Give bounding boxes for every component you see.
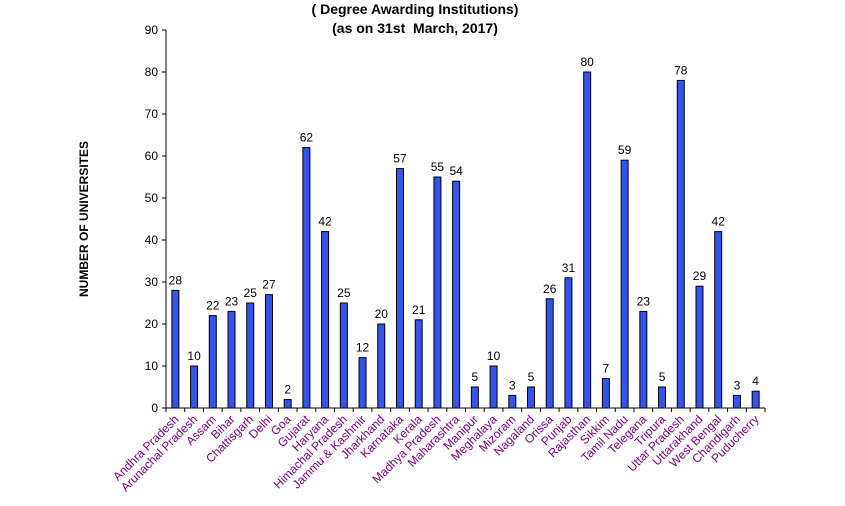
data-label: 59 [618,143,632,157]
data-label: 62 [300,131,314,145]
y-tick-label: 60 [145,149,159,163]
bar [264,294,273,409]
data-label: 25 [244,286,258,300]
bar [583,71,592,409]
bar [695,285,704,409]
data-label: 57 [393,152,407,166]
bar [433,176,442,409]
data-label: 55 [431,160,445,174]
y-tick-label: 50 [145,191,159,205]
bar [564,277,573,409]
data-label: 5 [472,370,479,384]
y-tick-label: 30 [145,275,159,289]
data-label: 22 [206,299,220,313]
bar [508,394,517,409]
y-tick-label: 40 [145,233,159,247]
data-label: 31 [562,261,576,275]
data-label: 3 [509,378,516,392]
bar [601,378,610,409]
data-label: 42 [318,215,332,229]
bars [171,71,760,409]
y-tick-label: 0 [151,401,158,415]
bar [676,79,685,409]
bar [620,159,629,409]
bar [171,289,180,409]
bar [714,231,723,409]
bar [190,365,199,409]
data-label: 27 [262,278,276,292]
bar [302,147,311,409]
data-label: 54 [449,164,463,178]
bar [283,399,292,409]
data-label: 23 [225,294,239,308]
bar [545,298,554,409]
chart-title-line1: ( Degree Awarding Institutions) [311,1,519,17]
data-label: 10 [487,349,501,363]
bar [527,386,536,409]
data-label: 10 [187,349,201,363]
data-label: 20 [375,307,389,321]
bar [339,302,348,409]
data-label: 29 [693,269,707,283]
bar [751,390,760,409]
y-tick-label: 70 [145,107,159,121]
bar [358,357,367,409]
data-label: 80 [580,55,594,69]
data-label: 3 [734,378,741,392]
bar [452,180,461,409]
bar [377,323,386,409]
bar [639,310,648,409]
data-label: 21 [412,303,426,317]
y-tick-label: 20 [145,317,159,331]
data-label: 28 [169,273,183,287]
bar [489,365,498,409]
data-label: 4 [752,374,759,388]
bar [395,168,404,409]
bar [227,310,236,409]
data-label: 5 [528,370,535,384]
y-tick-label: 80 [145,65,159,79]
bar [208,315,217,409]
data-label: 23 [637,294,651,308]
bar [246,302,255,409]
data-label: 26 [543,282,557,296]
bar [658,386,667,409]
bar [470,386,479,409]
data-label: 7 [603,362,610,376]
bar [321,231,330,409]
bar [732,394,741,409]
data-label: 5 [659,370,666,384]
data-label: 42 [712,215,726,229]
data-label: 2 [284,383,291,397]
data-label: 12 [356,341,370,355]
data-label: 25 [337,286,351,300]
chart-subtitle: (as on 31st March, 2017) [332,20,498,36]
y-tick-label: 10 [145,359,159,373]
y-tick-label: 90 [145,23,159,37]
data-label: 78 [674,63,688,77]
bar [414,319,423,409]
chart-title: ( Degree Awarding Institutions) (as on 3… [0,0,830,38]
